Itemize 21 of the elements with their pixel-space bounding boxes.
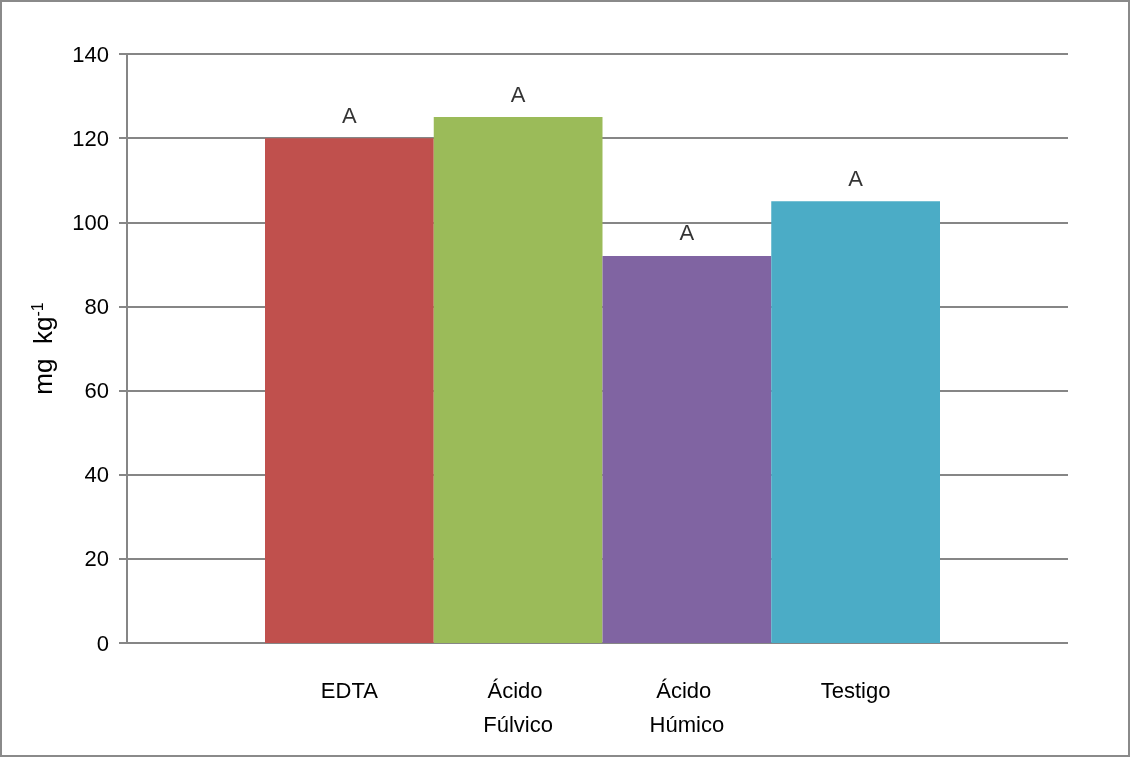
x-tick-label: Ácido Fúlvico <box>483 677 553 737</box>
y-tick-label: 80 <box>84 293 109 319</box>
x-tick-label: Ácido Húmico <box>649 677 725 737</box>
annotation: A <box>510 81 526 107</box>
bar <box>433 117 603 643</box>
annotation: A <box>679 220 695 246</box>
y-tick-label: 140 <box>72 41 109 67</box>
annotation: A <box>342 102 358 128</box>
bar <box>602 255 772 643</box>
y-tick-label: 120 <box>72 125 109 151</box>
bar <box>771 201 940 643</box>
y-tick-label: 40 <box>84 462 109 488</box>
x-tick-label: EDTA <box>320 677 379 703</box>
y-tick-label: 100 <box>72 209 109 235</box>
bar <box>265 138 434 643</box>
y-axis-title: mg kg-1 <box>28 302 58 395</box>
y-tick-label: 60 <box>84 378 109 404</box>
annotation: A <box>848 165 864 191</box>
y-tick-label: 20 <box>84 546 109 572</box>
y-tick-label: 0 <box>96 630 109 656</box>
x-tick-label: Testigo <box>820 677 891 703</box>
